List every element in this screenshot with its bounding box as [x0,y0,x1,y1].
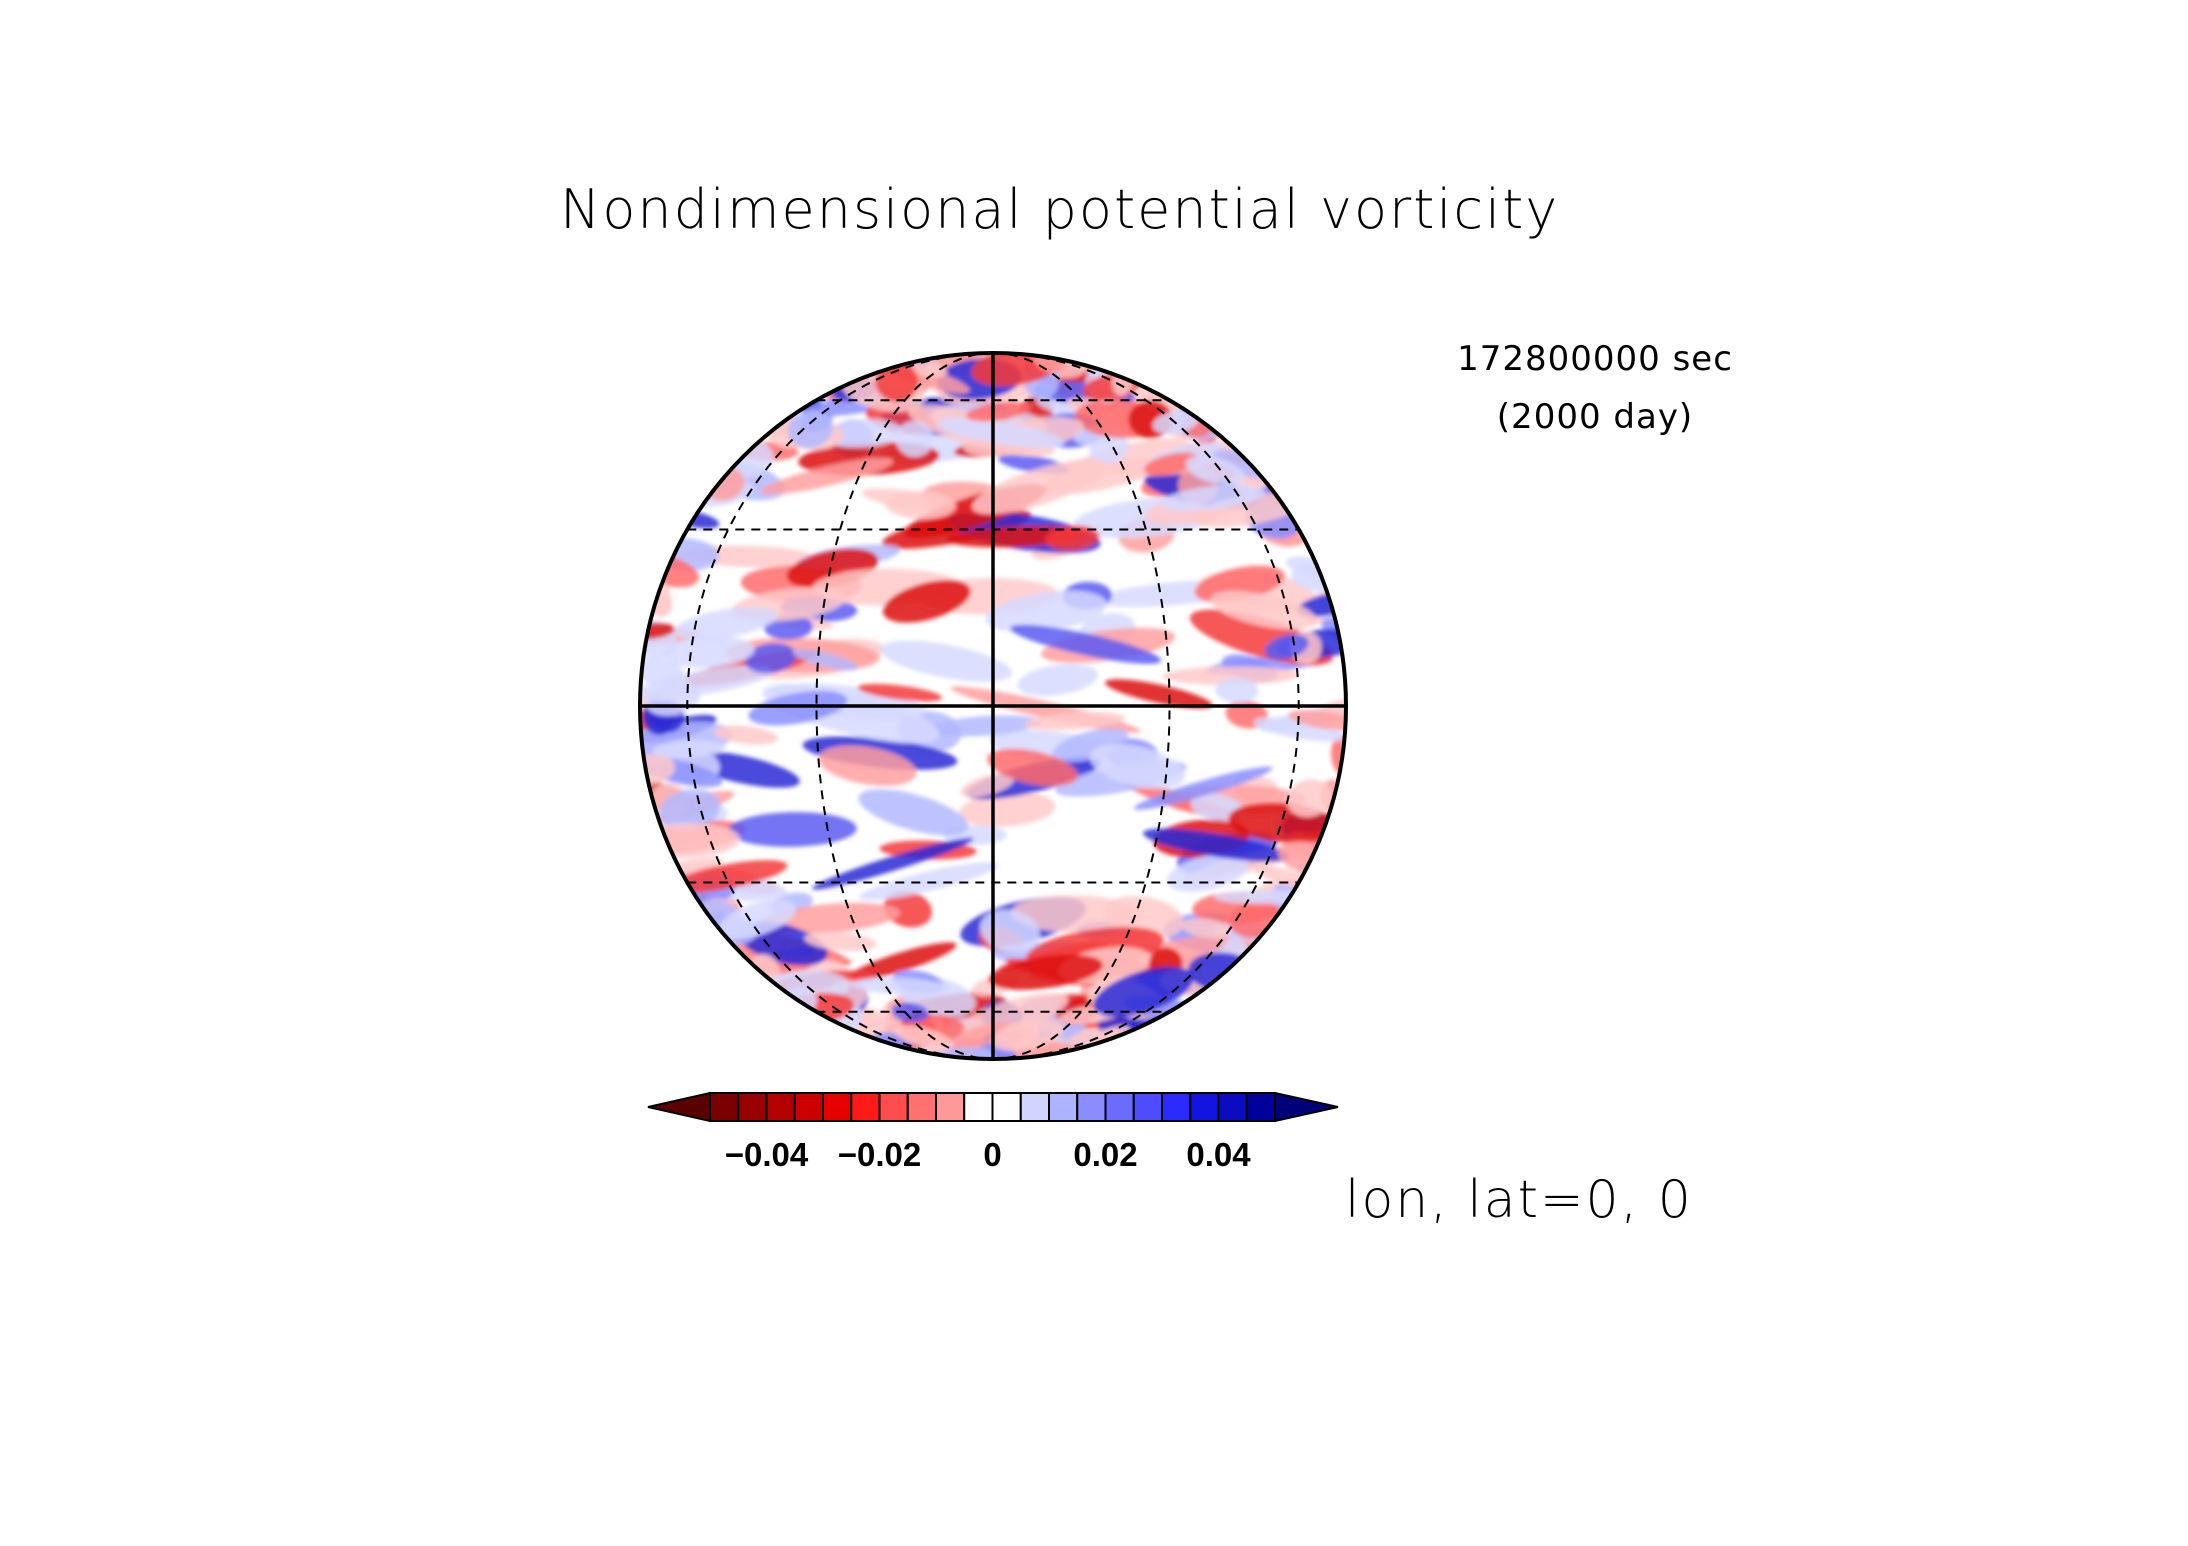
positive-pv-patch [985,590,1108,633]
colorbar-swatch [1104,1092,1135,1122]
globe-outline [638,351,1348,1061]
positive-pv-patch [980,909,1040,953]
colorbar-high-arrow [1274,1091,1339,1123]
positive-pv-patch [1052,728,1129,763]
colorbar-swatch [709,1092,740,1122]
positive-pv-patch [891,1002,929,1023]
negative-pv-patch [845,942,957,982]
colorbar-swatch [765,1092,796,1122]
colorbar-swatch [1245,1092,1276,1122]
colorbar-tick-label: −0.04 [725,1136,809,1173]
colorbar-tick-label: 0 [983,1136,1001,1173]
positive-pv-patch [1089,743,1185,789]
colorbar-swatch [1132,1092,1163,1122]
chart-title: Nondimensional potential vorticity [560,178,1560,241]
negative-pv-patch [818,745,917,786]
positive-pv-patch [1264,634,1309,660]
positive-pv-patch [1160,484,1266,511]
negative-pv-patch [1144,452,1199,476]
positive-pv-patch [812,837,974,890]
positive-pv-patch [1143,828,1289,862]
globe [638,351,1348,1061]
colorbar-swatch [1076,1092,1107,1122]
positive-pv-patch [663,635,755,668]
positive-pv-patch [925,715,1042,737]
positive-pv-patch [787,409,833,449]
positive-pv-patch [880,640,1012,682]
negative-pv-patch [894,1025,954,1050]
colorbar-tick-label: −0.02 [838,1136,922,1173]
negative-pv-patch [1286,779,1332,818]
negative-pv-patch [991,1018,1065,1052]
negative-pv-patch [875,361,919,402]
meridian-line [992,353,1171,1059]
negative-pv-patch [966,401,1031,422]
colorbar-tick-label: 0.02 [1073,1136,1137,1173]
negative-pv-patch [987,748,1078,787]
negative-pv-patch [760,457,894,495]
colorbar-low-arrow [647,1091,711,1123]
positive-pv-patch [937,418,1065,449]
positive-pv-patch [1010,624,1162,664]
projection-label: lon, lat=0, 0 [1345,1170,1693,1230]
positive-pv-patch [718,899,796,939]
colorbar-swatch [737,1092,768,1122]
time-label: 172800000 sec (2000 day) [1450,330,1740,446]
positive-pv-patch [1185,455,1245,486]
negative-pv-patch [857,683,943,702]
negative-pv-patch [882,580,971,623]
positive-pv-patch [1017,663,1098,696]
colorbar-swatch [1048,1092,1079,1122]
colorbar-tick-label: 0.04 [1186,1136,1251,1173]
colorbar-swatch [1189,1092,1220,1122]
positive-pv-patch [748,690,848,726]
negative-pv-patch [1162,666,1299,685]
colorbar-swatch [1217,1092,1248,1122]
colorbar-swatch [793,1092,824,1122]
colorbar-swatch [878,1092,909,1122]
positive-pv-patch [792,649,859,671]
seconds-label: 172800000 sec [1457,339,1733,379]
negative-pv-patch [1181,918,1231,939]
colorbar-swatch [822,1092,853,1122]
negative-pv-patch [972,459,1107,515]
negative-pv-patch [960,773,1015,798]
colorbar-swatch [1019,1092,1050,1122]
days-label: (2000 day) [1496,397,1694,437]
colorbar-swatch [1161,1092,1192,1122]
meridian-line [815,353,994,1059]
negative-pv-patch [1105,679,1213,709]
positive-pv-patch [1253,717,1346,742]
negative-pv-patch [1210,590,1318,630]
negative-pv-patch [713,725,778,745]
colorbar: −0.04 −0.02 0 0.02 0.04 [647,1091,1339,1173]
positive-pv-patch [850,977,951,995]
negative-pv-patch [885,491,957,519]
negative-pv-patch [1045,525,1100,551]
positive-pv-patch [858,789,969,836]
positive-pv-patch [745,642,797,674]
positive-pv-patch [727,812,857,847]
positive-pv-patch [859,862,999,901]
negative-pv-patch [988,954,1103,990]
positive-pv-patch [1215,677,1259,704]
colorbar-swatch [963,1092,994,1122]
colorbar-swatch [935,1092,966,1122]
colorbar-swatch [906,1092,937,1122]
positive-pv-patch [895,420,934,458]
positive-pv-patch [673,607,779,640]
positive-pv-patch [1133,766,1273,810]
negative-pv-patch [1024,711,1125,731]
colorbar-swatch [991,1092,1022,1122]
colorbar-swatch [850,1092,881,1122]
negative-pv-patch [883,890,932,928]
negative-pv-patch [959,792,1056,827]
positive-pv-patch [659,788,721,831]
positive-pv-patch [1093,966,1194,1017]
